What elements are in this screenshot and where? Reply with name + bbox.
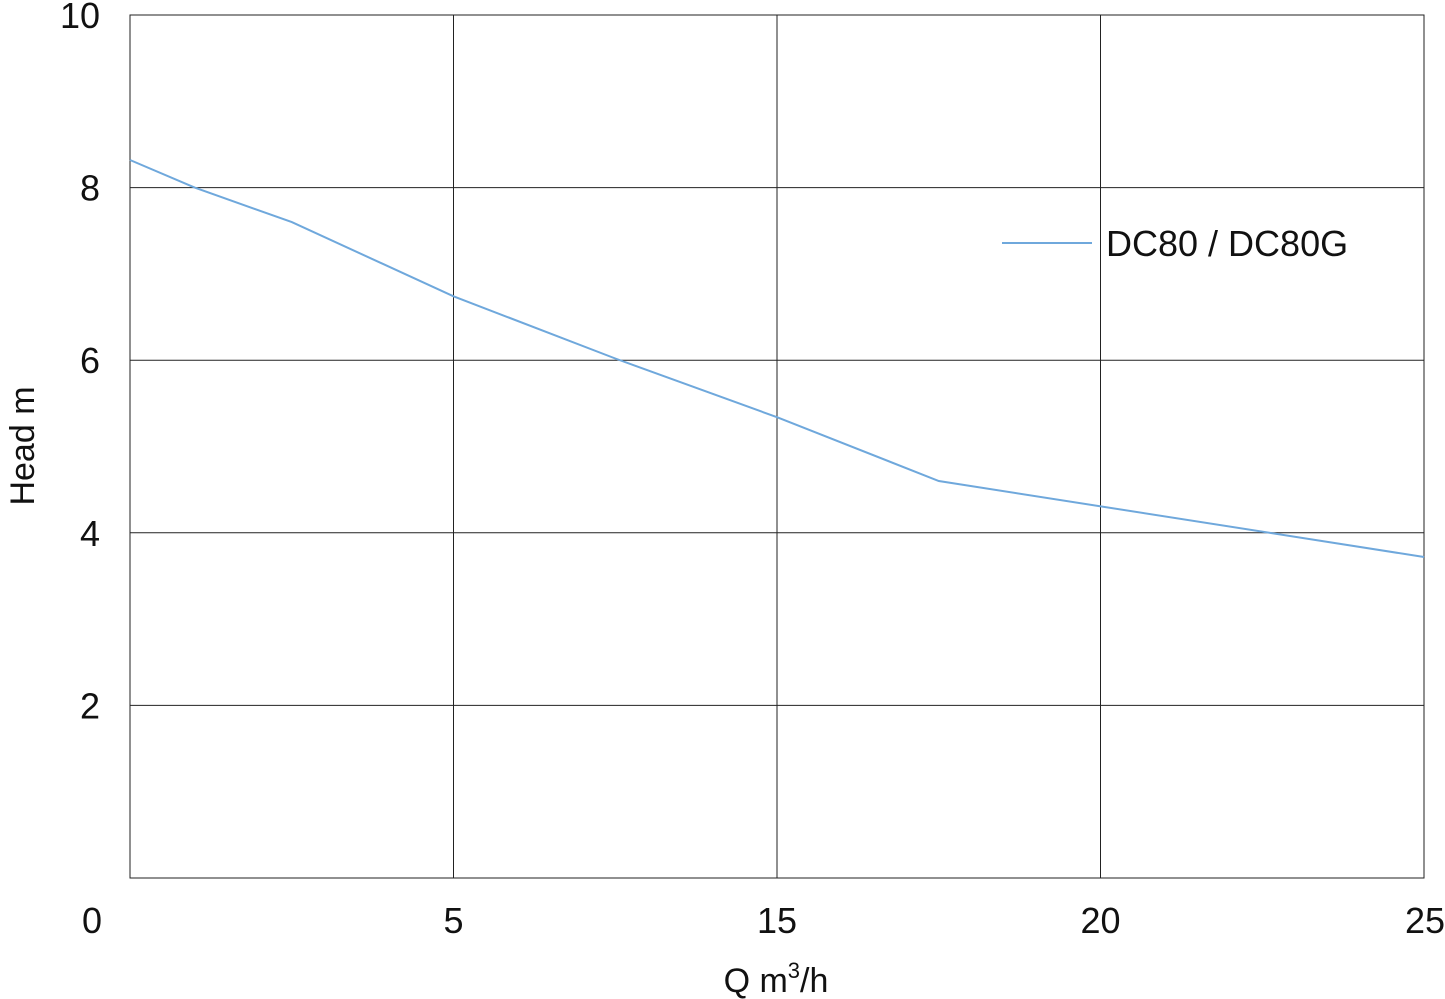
y-tick-label: 8 (80, 168, 100, 209)
plot-border (129, 14, 1425, 879)
x-tick-label: 15 (757, 900, 797, 941)
x-tick-label: 5 (443, 900, 463, 941)
series-line-0 (129, 159, 1425, 558)
x-axis-title-main: Q m (724, 962, 788, 999)
grid (129, 14, 1425, 878)
legend: DC80 / DC80G (1002, 223, 1348, 264)
y-tick-label: 2 (80, 685, 100, 726)
x-axis-title-suffix: /h (800, 962, 828, 999)
y-tick-label: 10 (60, 0, 100, 36)
y-tick-labels: 10 8 6 4 2 (60, 0, 100, 726)
x-axis-title: Q m3/h (724, 958, 829, 999)
plot-area (129, 14, 1425, 879)
y-tick-label: 6 (80, 340, 100, 381)
x-tick-labels: 0 5 15 20 25 (82, 900, 1445, 941)
x-tick-label: 0 (82, 900, 102, 941)
x-axis-title-sup: 3 (788, 958, 800, 983)
legend-label: DC80 / DC80G (1106, 223, 1348, 264)
x-tick-label: 25 (1405, 900, 1445, 941)
x-tick-label: 20 (1080, 900, 1120, 941)
y-tick-label: 4 (80, 513, 100, 554)
y-axis-title: Head m (4, 386, 42, 505)
series-group (129, 159, 1425, 558)
